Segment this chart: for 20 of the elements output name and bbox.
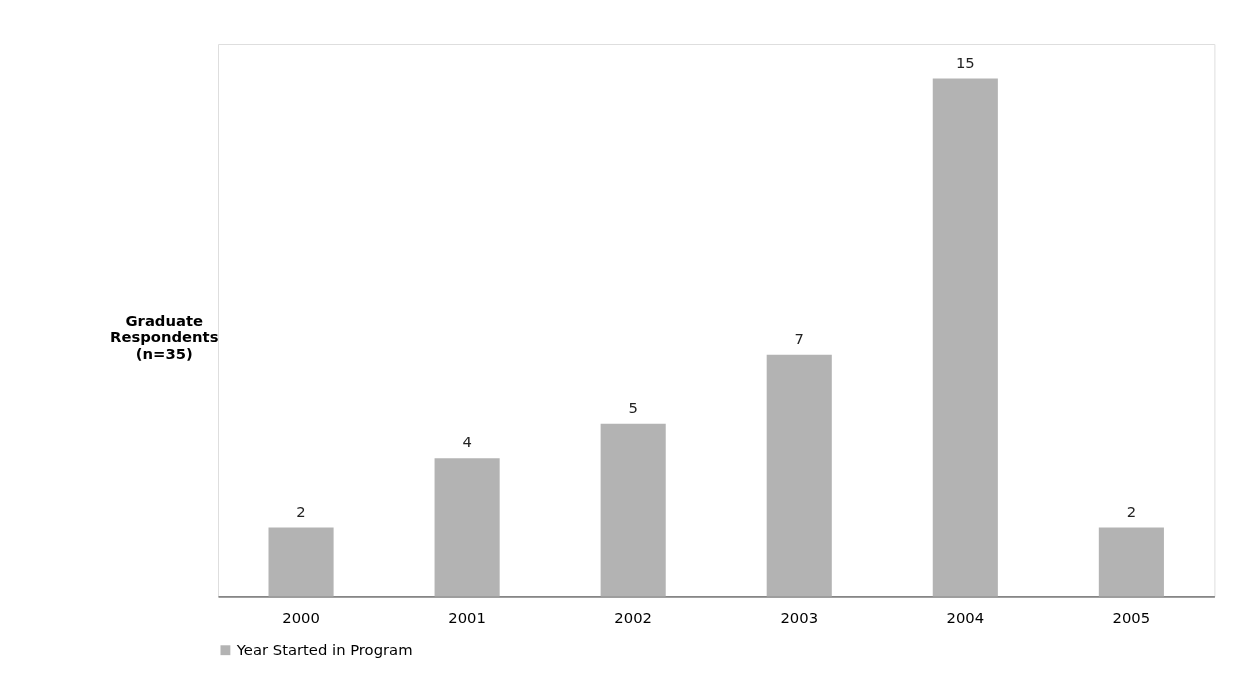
data-label: 4 <box>462 433 472 451</box>
bar <box>766 354 832 597</box>
x-tick-label: 2001 <box>448 608 486 626</box>
y-axis-title: Graduate Respondents (n=35) <box>110 311 219 363</box>
bar <box>600 423 666 597</box>
x-tick-label: 2000 <box>282 608 320 626</box>
legend-label: Year Started in Program <box>235 641 413 659</box>
bar <box>434 458 500 597</box>
x-tick-label: 2002 <box>614 608 652 626</box>
bar <box>268 527 334 597</box>
data-label: 15 <box>955 53 975 71</box>
x-tick-label: 2003 <box>780 608 819 626</box>
data-label: 5 <box>628 398 638 416</box>
bar <box>932 78 998 597</box>
x-tick-label: 2004 <box>946 608 985 626</box>
x-tick-label: 2005 <box>1112 608 1151 626</box>
data-label: 2 <box>1126 502 1137 520</box>
bar <box>1098 527 1164 597</box>
data-label: 2 <box>296 502 306 520</box>
data-label: 7 <box>794 329 804 347</box>
